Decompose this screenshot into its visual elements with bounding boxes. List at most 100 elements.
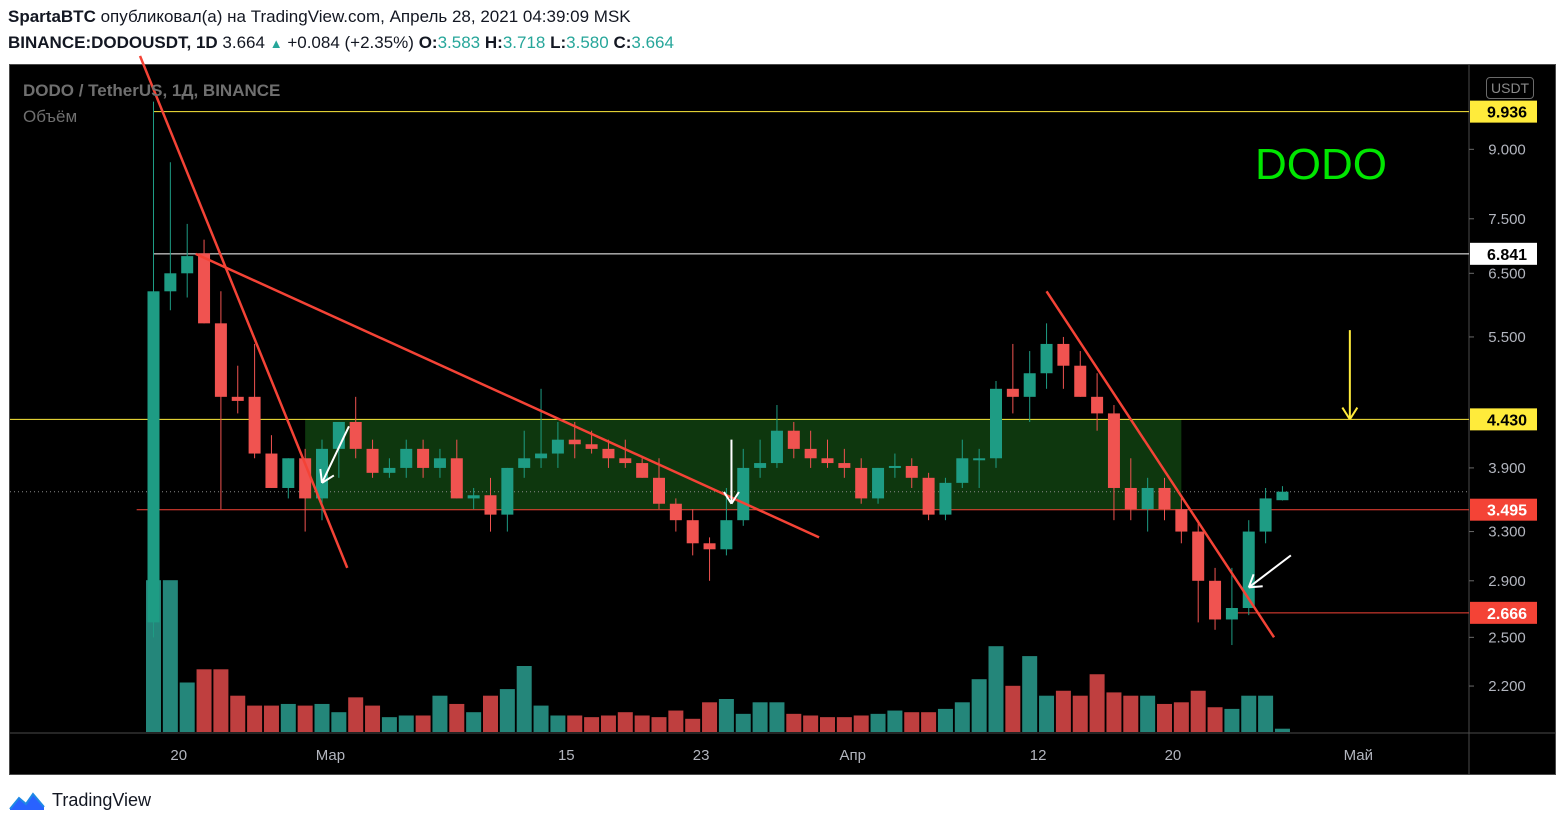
candle-body [973, 458, 986, 461]
candle-body [1209, 580, 1222, 620]
volume-bar [600, 715, 616, 732]
close-value: 3.664 [631, 33, 674, 52]
volume-bar [668, 710, 684, 732]
volume-bar [1258, 695, 1274, 732]
volume-bar [887, 710, 903, 732]
volume-bar [1157, 703, 1172, 732]
arrow-head [1349, 407, 1359, 420]
arrow-head [1341, 407, 1351, 420]
candle-body [1225, 608, 1238, 620]
candle-body [1040, 343, 1053, 374]
high-value: 3.718 [502, 33, 546, 52]
footer: TradingView [8, 790, 151, 811]
arrow-head [321, 474, 335, 484]
price-level-label: 4.430 [1487, 412, 1527, 429]
candle-body [838, 463, 851, 468]
candle-body [1242, 531, 1255, 609]
y-tick-label: 2.200 [1488, 678, 1526, 695]
candle-body [872, 467, 885, 499]
candle-body [198, 253, 211, 324]
candle-body [551, 439, 564, 454]
y-tick-label: 9.000 [1488, 141, 1526, 158]
volume-bar [466, 712, 482, 732]
volume-bar [853, 715, 869, 732]
price-level-badge [1470, 601, 1537, 624]
volume-bar [297, 705, 313, 732]
volume-bar [954, 702, 970, 732]
volume-bar [820, 717, 835, 732]
volume-bar [1106, 692, 1122, 732]
annotation-arrow [321, 425, 350, 484]
y-tick-label: 6.500 [1488, 265, 1526, 282]
x-tick-label: 12 [1030, 747, 1047, 764]
price-level-label: 2.666 [1487, 606, 1527, 623]
candle-body [568, 439, 581, 445]
volume-bar [1039, 695, 1055, 732]
footer-brand[interactable]: TradingView [52, 790, 152, 810]
candle-body [669, 503, 682, 521]
candle-body [433, 458, 446, 468]
x-tick-label: 20 [1165, 747, 1182, 764]
x-tick-label: Апр [840, 747, 866, 764]
volume-bar [685, 718, 701, 732]
candle-body [787, 430, 800, 449]
candle-body [602, 448, 615, 459]
candle-body [686, 520, 699, 544]
volume-bar [904, 712, 920, 732]
candle-body [888, 465, 901, 468]
price-change: +0.084 (+2.35%) [287, 33, 414, 52]
last-price: 3.664 [222, 33, 265, 52]
volume-bar [516, 666, 532, 732]
volume-bar [263, 705, 279, 732]
candle-body [1259, 498, 1272, 532]
candle-body [535, 453, 548, 459]
publish-text: опубликовал(а) на TradingView.com, Апрел… [100, 7, 631, 26]
candle-body [366, 448, 379, 473]
y-tick-label: 5.500 [1488, 329, 1526, 346]
volume-bar [1190, 690, 1206, 732]
chart-legend-title: DODO / TetherUS, 1Д, BINANCE [23, 81, 281, 100]
author-name[interactable]: SpartaBTC [8, 7, 96, 26]
arrow-head [730, 491, 740, 505]
volume-bar [179, 682, 195, 732]
x-tick-label: Май [1344, 747, 1373, 764]
currency-button[interactable]: USDT [1486, 77, 1535, 99]
candle-body [585, 444, 598, 449]
y-tick-label: 3.300 [1488, 524, 1526, 541]
low-value: 3.580 [566, 33, 609, 52]
volume-bar [230, 695, 246, 732]
candle-body [501, 467, 514, 515]
volume-bar [836, 717, 852, 732]
arrow-head [319, 468, 323, 483]
candle-body [1124, 487, 1137, 510]
up-triangle-icon: ▲ [269, 36, 283, 51]
candle-body [1074, 365, 1087, 397]
candle-body [214, 323, 227, 397]
candle-body [400, 448, 413, 468]
volume-bar [1173, 702, 1189, 732]
open-label: O: [418, 33, 438, 52]
candle-body [332, 421, 345, 449]
candle-body [1158, 487, 1171, 510]
volume-bar [937, 708, 953, 732]
candle-body [383, 467, 396, 473]
candle-body [922, 477, 935, 515]
candle-body [821, 458, 834, 464]
volume-bar [1207, 707, 1223, 732]
price-level-badge [1470, 408, 1537, 431]
volume-bar [803, 715, 819, 732]
volume-bar [348, 697, 364, 732]
annotation-arrow [1248, 554, 1292, 589]
candle-body [265, 453, 278, 488]
trendline [138, 55, 349, 569]
volume-bar [381, 717, 397, 732]
volume-bar [735, 713, 751, 732]
candle-body [450, 458, 463, 499]
volume-bar [617, 712, 633, 732]
volume-bar [769, 702, 785, 732]
candle-body [1192, 531, 1205, 581]
volume-legend: Объём [23, 107, 78, 126]
trendline [195, 252, 820, 539]
candle-body [282, 458, 295, 488]
